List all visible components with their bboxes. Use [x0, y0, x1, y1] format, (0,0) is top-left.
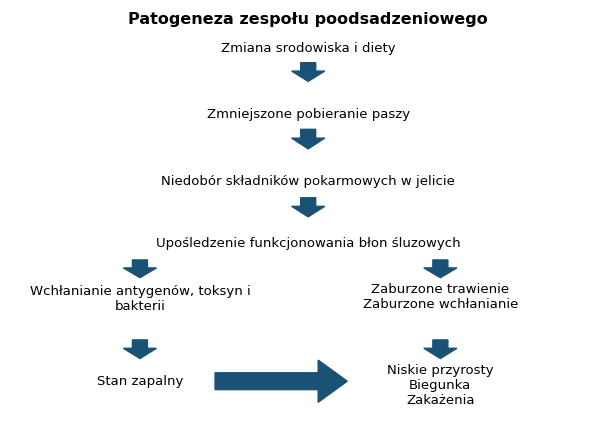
- Text: Zmniejszone pobieranie paszy: Zmniejszone pobieranie paszy: [207, 108, 410, 121]
- FancyArrow shape: [424, 260, 457, 278]
- FancyArrow shape: [292, 63, 325, 81]
- Text: Zaburzone trawienie
Zaburzone wchłanianie: Zaburzone trawienie Zaburzone wchłaniani…: [363, 283, 518, 311]
- FancyArrow shape: [123, 260, 157, 278]
- Text: Stan zapalny: Stan zapalny: [97, 375, 183, 388]
- FancyArrow shape: [424, 340, 457, 358]
- Text: Niskie przyrosty
Biegunka
Zakażenia: Niskie przyrosty Biegunka Zakażenia: [387, 364, 493, 407]
- Text: Patogeneza zespołu poodsadzeniowego: Patogeneza zespołu poodsadzeniowego: [128, 13, 488, 28]
- Text: Zmiana srodowiska i diety: Zmiana srodowiska i diety: [221, 42, 395, 55]
- FancyArrow shape: [292, 198, 325, 217]
- Text: Niedobór składników pokarmowych w jelicie: Niedobór składników pokarmowych w jelici…: [161, 175, 455, 188]
- FancyArrow shape: [215, 360, 347, 402]
- FancyArrow shape: [292, 129, 325, 149]
- FancyArrow shape: [123, 340, 157, 358]
- Text: Wchłanianie antygenów, toksyn i
bakterii: Wchłanianie antygenów, toksyn i bakterii: [29, 285, 250, 313]
- Text: Upośledzenie funkcjonowania błon śluzowych: Upośledzenie funkcjonowania błon śluzowy…: [156, 237, 461, 250]
